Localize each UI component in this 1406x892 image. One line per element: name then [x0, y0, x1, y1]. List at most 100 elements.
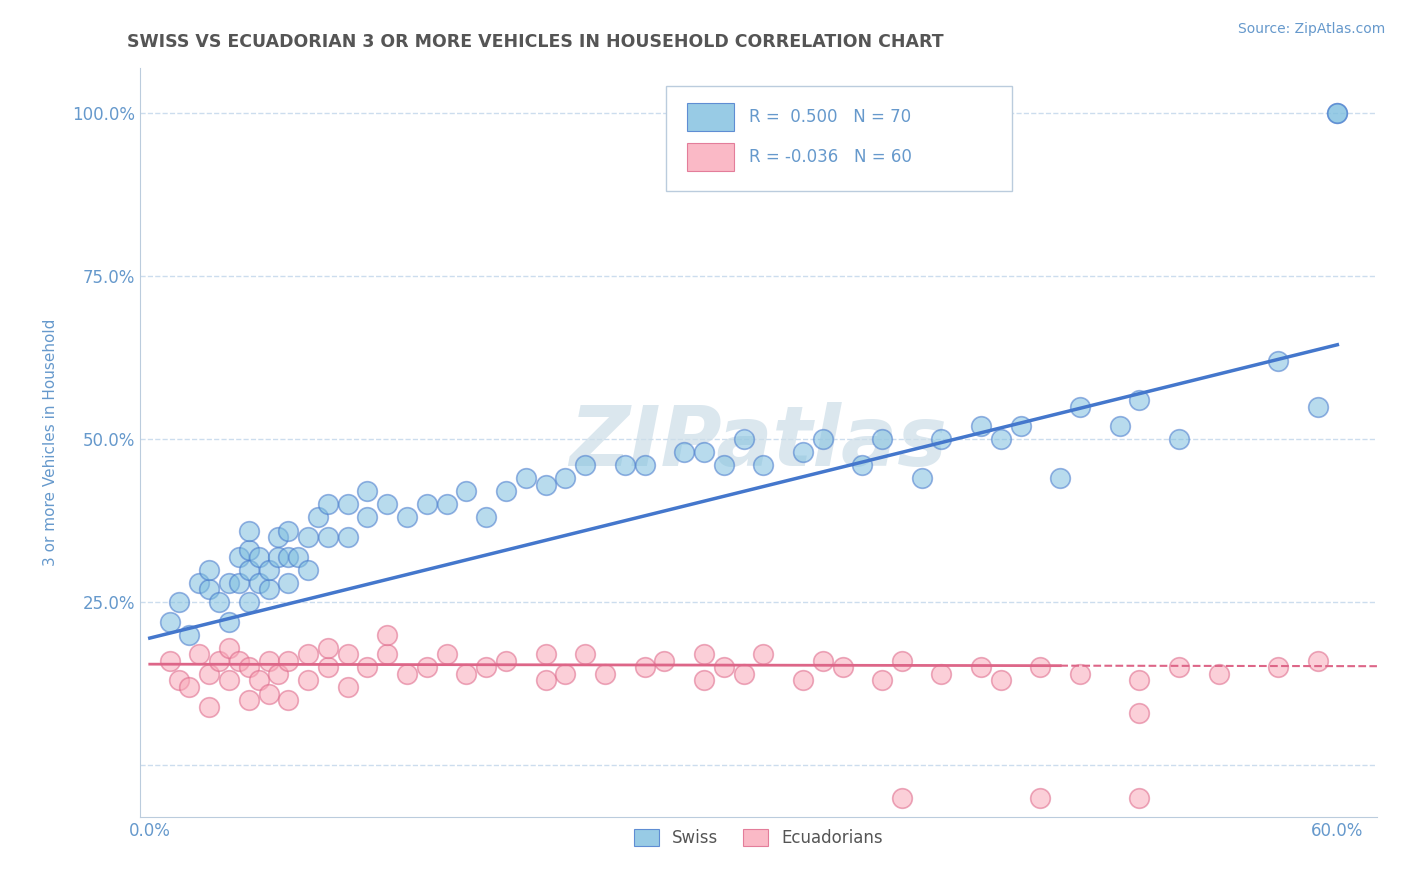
Point [890, 790, 912, 805]
Point [1267, 354, 1289, 368]
Point [159, 654, 181, 668]
Point [436, 648, 458, 662]
Point [811, 432, 834, 446]
Point [307, 510, 329, 524]
Point [316, 498, 339, 512]
Point [277, 524, 299, 538]
Point [316, 660, 339, 674]
Point [297, 648, 319, 662]
Point [1029, 790, 1052, 805]
Point [752, 648, 775, 662]
Point [159, 615, 181, 629]
Point [1326, 106, 1348, 120]
Point [267, 530, 290, 544]
Point [238, 595, 260, 609]
Point [257, 582, 280, 597]
Point [169, 595, 191, 609]
Point [277, 549, 299, 564]
Point [267, 667, 290, 681]
Point [613, 458, 636, 473]
Point [792, 445, 814, 459]
Point [733, 667, 755, 681]
Point [1306, 400, 1329, 414]
Point [554, 667, 576, 681]
Point [336, 498, 359, 512]
Point [336, 530, 359, 544]
Point [257, 654, 280, 668]
Point [870, 673, 893, 688]
Point [574, 648, 596, 662]
Point [297, 530, 319, 544]
Point [633, 458, 655, 473]
Point [238, 693, 260, 707]
Point [911, 471, 934, 485]
Point [693, 673, 716, 688]
Point [247, 673, 270, 688]
Point [693, 648, 716, 662]
Point [179, 680, 201, 694]
Point [456, 484, 478, 499]
Point [198, 582, 221, 597]
Point [1208, 667, 1230, 681]
Point [238, 660, 260, 674]
Point [238, 524, 260, 538]
Point [1128, 393, 1150, 408]
Legend: Swiss, Ecuadorians: Swiss, Ecuadorians [627, 822, 890, 854]
Point [1326, 106, 1348, 120]
Point [1029, 660, 1052, 674]
Point [870, 432, 893, 446]
Point [336, 648, 359, 662]
Point [713, 660, 735, 674]
Point [733, 432, 755, 446]
Point [831, 660, 853, 674]
Point [277, 693, 299, 707]
Point [375, 648, 398, 662]
Y-axis label: 3 or more Vehicles in Household: 3 or more Vehicles in Household [44, 318, 58, 566]
Point [654, 654, 676, 668]
Point [1069, 667, 1091, 681]
FancyBboxPatch shape [665, 87, 1012, 192]
Point [534, 648, 557, 662]
Point [851, 458, 873, 473]
FancyBboxPatch shape [686, 143, 734, 171]
Point [931, 667, 953, 681]
Point [375, 498, 398, 512]
Text: ZIPatlas: ZIPatlas [569, 402, 948, 483]
Point [673, 445, 696, 459]
Point [436, 498, 458, 512]
Point [633, 660, 655, 674]
Point [416, 660, 439, 674]
Point [693, 445, 716, 459]
Point [188, 648, 211, 662]
Point [218, 615, 240, 629]
Point [456, 667, 478, 681]
Point [169, 673, 191, 688]
Point [990, 432, 1012, 446]
Point [356, 510, 378, 524]
Point [228, 549, 250, 564]
Text: R = -0.036   N = 60: R = -0.036 N = 60 [748, 148, 911, 166]
Point [1069, 400, 1091, 414]
Point [713, 458, 735, 473]
Point [1128, 790, 1150, 805]
Text: Source: ZipAtlas.com: Source: ZipAtlas.com [1237, 22, 1385, 37]
Point [811, 654, 834, 668]
Point [495, 654, 517, 668]
Point [188, 575, 211, 590]
Point [890, 654, 912, 668]
Point [931, 432, 953, 446]
Point [534, 478, 557, 492]
Point [179, 628, 201, 642]
Point [534, 673, 557, 688]
Point [970, 419, 993, 434]
Point [277, 654, 299, 668]
Point [336, 680, 359, 694]
Point [593, 667, 616, 681]
Point [316, 530, 339, 544]
Point [396, 667, 419, 681]
Point [356, 484, 378, 499]
Point [515, 471, 537, 485]
Point [416, 498, 439, 512]
Point [752, 458, 775, 473]
Point [198, 699, 221, 714]
